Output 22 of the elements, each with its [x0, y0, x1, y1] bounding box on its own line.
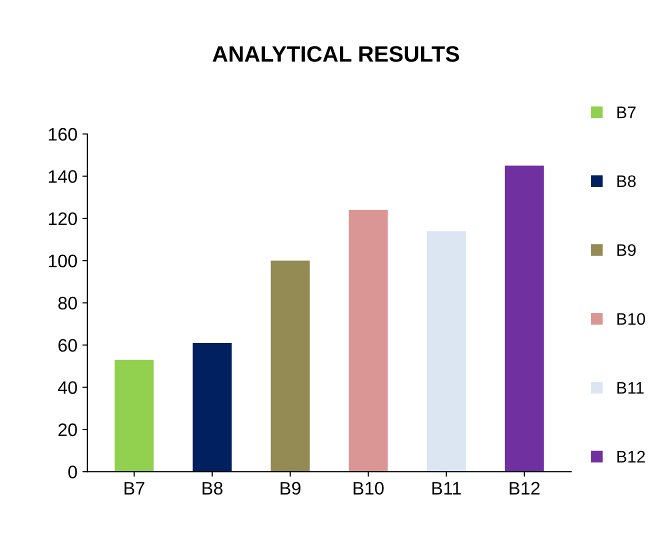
- x-tick-label: B7: [124, 482, 144, 494]
- y-tick-label: 40: [58, 381, 77, 394]
- y-tick-label: 120: [48, 212, 77, 226]
- y-tick-label: 160: [48, 128, 77, 141]
- y-tick-label: 0: [68, 466, 77, 478]
- legend-label: B7: [617, 106, 636, 118]
- x-tick-label: B9: [280, 482, 300, 495]
- chart-title: ANALYTICAL RESULTS: [212, 46, 460, 62]
- x-tick-label: B8: [202, 482, 222, 495]
- legend-label: B8: [617, 175, 636, 188]
- y-tick-label: 140: [48, 170, 77, 183]
- y-tick-label: 60: [58, 338, 77, 352]
- legend-label: B9: [617, 244, 636, 256]
- legend-label: B11: [617, 382, 644, 394]
- x-tick-label: B11: [432, 482, 461, 494]
- y-tick-label: 20: [58, 423, 77, 436]
- x-tick-label: B10: [354, 482, 384, 495]
- legend-label: B12: [617, 450, 645, 462]
- y-tick-label: 80: [58, 296, 77, 310]
- x-tick-label: B12: [510, 482, 540, 494]
- legend-label: B10: [617, 313, 646, 325]
- y-tick-label: 100: [48, 254, 77, 268]
